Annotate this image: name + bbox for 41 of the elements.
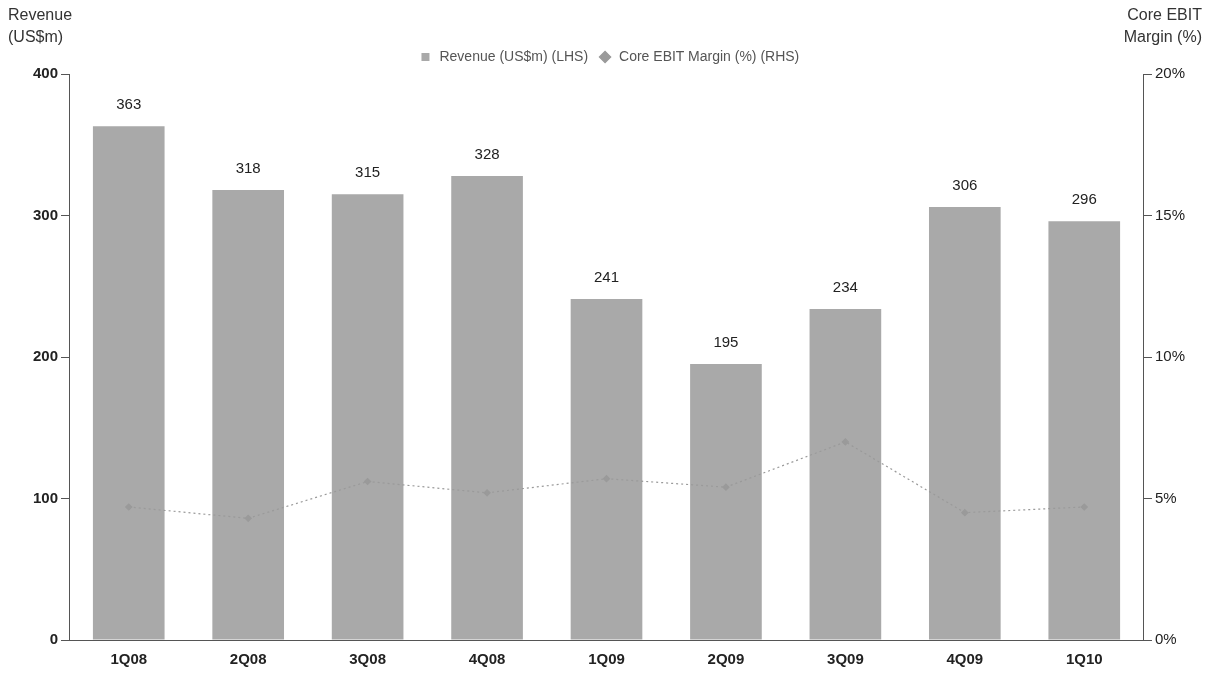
y-axis-title: Revenue (US$m) (8, 5, 74, 47)
y-tick-label: 300 (33, 205, 59, 223)
legend-label: Revenue (US$m) (LHS) (439, 47, 589, 64)
y-tick-label: 200 (33, 347, 59, 365)
y2-tick-label: 0% (1154, 630, 1177, 648)
bar (92, 126, 165, 640)
y2-tick-label: 5% (1154, 488, 1177, 506)
data-label: 195 (713, 332, 739, 350)
x-tick-label: 4Q08 (468, 650, 506, 668)
data-label: 328 (474, 144, 500, 162)
bar (570, 298, 643, 640)
y2-tick-label: 10% (1154, 347, 1186, 365)
bar (1048, 221, 1121, 640)
y2-tick-label: 15% (1154, 205, 1186, 223)
y-tick-label: 400 (33, 64, 59, 82)
data-label: 318 (235, 158, 261, 176)
data-label: 306 (952, 175, 978, 193)
x-tick-label: 2Q08 (229, 650, 267, 668)
data-label: 296 (1071, 189, 1097, 207)
x-tick-label: 2Q09 (707, 650, 745, 668)
y2-axis-title: Core EBIT Margin (%) (1122, 5, 1202, 47)
data-label: 315 (355, 162, 381, 180)
x-tick-label: 3Q08 (349, 650, 386, 668)
bar (331, 194, 404, 640)
data-label: 241 (593, 267, 620, 285)
x-tick-label: 3Q09 (827, 650, 864, 668)
bar (451, 175, 523, 640)
data-label: 363 (116, 95, 142, 112)
y-tick-label: 0 (49, 630, 59, 648)
bar (212, 190, 285, 640)
legend-label: Core EBIT Margin (%) (RHS) (619, 47, 800, 64)
bar (690, 364, 762, 640)
x-tick-label: 1Q10 (1065, 650, 1103, 668)
bar (928, 207, 1001, 640)
x-tick-label: 1Q09 (588, 650, 625, 668)
x-tick-label: 4Q09 (946, 650, 984, 668)
y2-tick-label: 20% (1154, 64, 1186, 82)
bar (809, 308, 882, 640)
y-tick-label: 100 (33, 488, 59, 506)
x-tick-label: 1Q08 (110, 650, 148, 668)
data-label: 234 (832, 277, 858, 295)
